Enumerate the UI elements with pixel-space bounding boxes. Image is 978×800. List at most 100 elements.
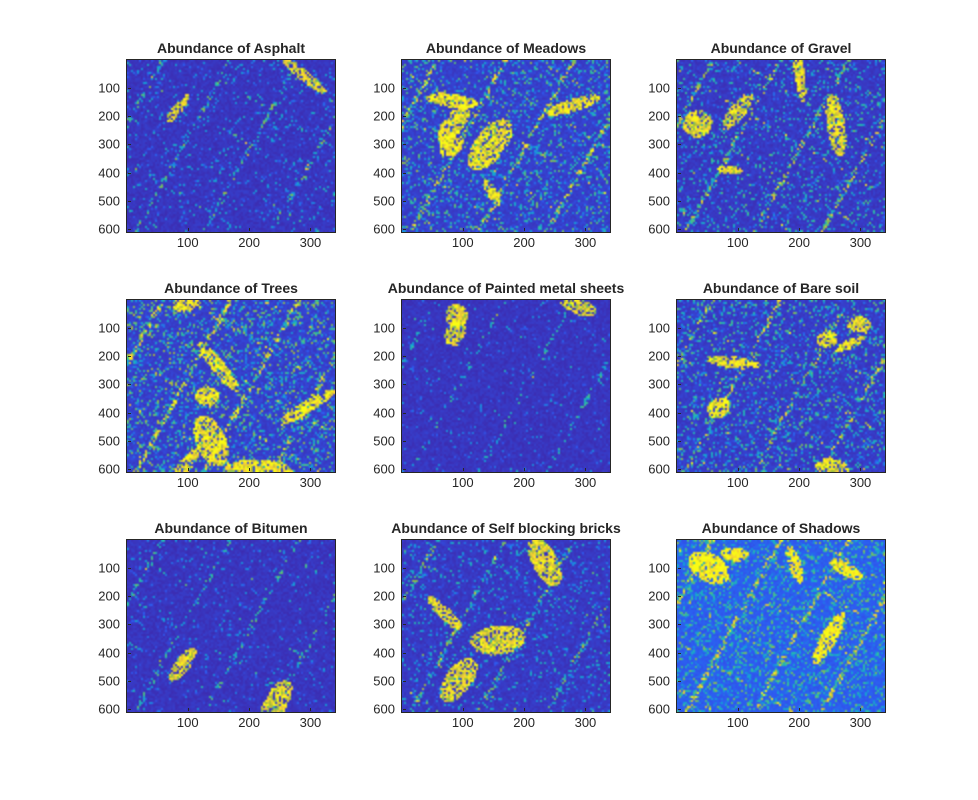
y-tick-label: 300 [648, 376, 670, 392]
x-tick-label: 300 [849, 715, 872, 730]
panel-trees: Abundance of Trees 100 200 300 400 500 600 100… [98, 280, 336, 490]
y-tick-mark [128, 567, 131, 569]
y-tick-label: 200 [648, 588, 670, 604]
panel-title: Abundance of Asphalt [156, 40, 306, 56]
y-tick-label: 300 [648, 616, 670, 632]
x-tick-label: 200 [238, 715, 260, 730]
x-tick-mark [310, 228, 312, 231]
y-tick-label: 600 [98, 461, 120, 477]
y-tick-label: 600 [98, 221, 120, 237]
y-tick-label: 600 [98, 701, 120, 717]
y-tick-mark [678, 327, 681, 329]
panel-title: Abundance of Meadows [425, 40, 587, 56]
y-tick-label: 600 [373, 221, 395, 237]
y-tick-mark [678, 412, 681, 414]
x-tick-mark [249, 468, 251, 471]
y-tick-mark [678, 356, 681, 358]
y-tick-label: 100 [98, 80, 120, 96]
y-tick-mark [678, 440, 681, 442]
y-tick-mark [403, 596, 406, 598]
y-tick-label: 500 [98, 673, 120, 689]
y-tick-mark [128, 356, 131, 358]
x-tick-mark [737, 228, 739, 231]
y-tick-mark [678, 709, 681, 711]
x-tick-mark [187, 708, 189, 711]
y-tick-mark [403, 440, 406, 442]
heatmap-axes [401, 299, 611, 473]
x-tick-label: 300 [299, 235, 322, 250]
abundance-heatmap [402, 540, 610, 712]
y-tick-mark [403, 200, 406, 202]
y-tick-mark [403, 412, 406, 414]
y-tick-mark [403, 709, 406, 711]
y-tick-label: 600 [648, 221, 670, 237]
y-tick-mark [678, 469, 681, 471]
x-tick-label: 200 [513, 715, 535, 730]
y-tick-label: 400 [98, 405, 120, 421]
x-tick-mark [524, 228, 526, 231]
y-tick-label: 300 [373, 616, 395, 632]
panel-title: Abundance of Bitumen [154, 520, 308, 536]
y-tick-label: 100 [373, 560, 395, 576]
y-tick-mark [678, 567, 681, 569]
x-tick-label: 300 [574, 475, 597, 490]
x-tick-mark [860, 468, 862, 471]
y-tick-label: 300 [373, 136, 395, 152]
y-tick-mark [128, 87, 131, 89]
panel-painted-metal-sheets: Abundance of Painted metal sheets 100 200… [373, 280, 624, 490]
heatmap-axes [126, 539, 336, 713]
panel-self-blocking-bricks: Abundance of Self blocking bricks 100 200… [373, 520, 620, 730]
y-tick-label: 100 [648, 80, 670, 96]
x-tick-mark [462, 228, 464, 231]
y-tick-mark [403, 384, 406, 386]
y-tick-label: 300 [648, 136, 670, 152]
abundance-heatmap [402, 300, 610, 472]
heatmap-axes [126, 299, 336, 473]
x-tick-label: 300 [299, 475, 322, 490]
y-tick-mark [128, 709, 131, 711]
heatmap-axes [126, 59, 336, 233]
x-tick-label: 100 [176, 235, 199, 250]
y-tick-mark [128, 596, 131, 598]
x-tick-mark [310, 708, 312, 711]
abundance-heatmap [677, 60, 885, 232]
x-tick-label: 300 [849, 475, 872, 490]
x-tick-mark [585, 468, 587, 471]
panel-title: Abundance of Bare soil [702, 280, 860, 296]
y-tick-label: 400 [98, 165, 120, 181]
abundance-heatmap [677, 540, 885, 712]
x-tick-mark [585, 228, 587, 231]
y-tick-mark [403, 624, 406, 626]
x-tick-mark [799, 708, 801, 711]
y-tick-label: 200 [648, 348, 670, 364]
y-tick-mark [128, 624, 131, 626]
y-tick-label: 600 [648, 461, 670, 477]
panel-bare-soil: Abundance of Bare soil 100 200 300 400 500 60… [648, 280, 886, 490]
y-tick-label: 300 [373, 376, 395, 392]
abundance-heatmap [127, 540, 335, 712]
y-tick-label: 500 [648, 193, 670, 209]
x-tick-label: 300 [849, 235, 872, 250]
y-tick-mark [403, 652, 406, 654]
x-tick-mark [524, 468, 526, 471]
y-tick-mark [403, 172, 406, 174]
heatmap-axes [676, 539, 886, 713]
x-tick-label: 300 [574, 235, 597, 250]
y-tick-label: 400 [648, 165, 670, 181]
x-tick-mark [187, 468, 189, 471]
panel-asphalt: Abundance of Asphalt 100 200 300 400 500 600 1… [98, 40, 336, 250]
x-tick-label: 200 [513, 475, 535, 490]
y-tick-label: 400 [648, 405, 670, 421]
x-tick-label: 100 [451, 715, 474, 730]
y-tick-mark [128, 469, 131, 471]
y-tick-label: 100 [98, 320, 120, 336]
y-tick-mark [678, 596, 681, 598]
y-tick-label: 400 [98, 645, 120, 661]
y-tick-label: 200 [373, 348, 395, 364]
y-tick-label: 300 [98, 376, 120, 392]
y-tick-mark [403, 87, 406, 89]
y-tick-mark [128, 652, 131, 654]
heatmap-axes [401, 539, 611, 713]
y-tick-label: 100 [373, 320, 395, 336]
